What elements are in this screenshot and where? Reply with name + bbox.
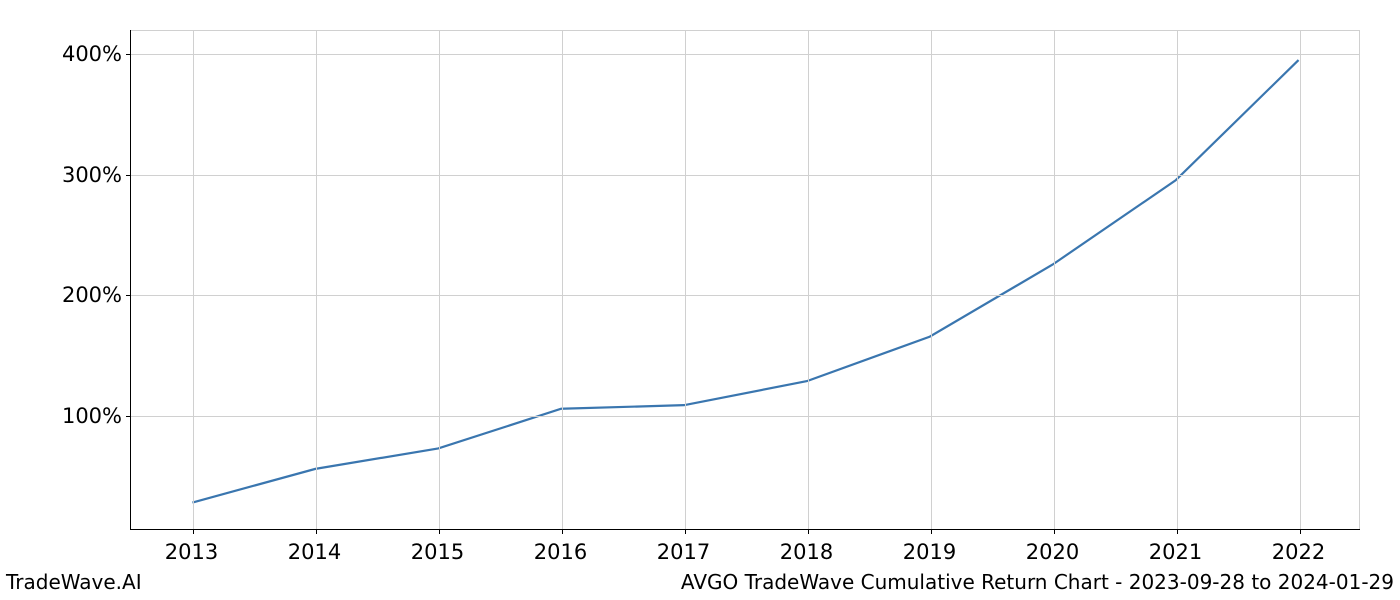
gridline-vertical	[685, 30, 686, 529]
x-tick-label: 2019	[903, 540, 956, 564]
y-tick-label: 400%	[62, 42, 122, 66]
gridline-vertical	[1300, 30, 1301, 529]
y-tick-label: 100%	[62, 404, 122, 428]
gridline-vertical	[808, 30, 809, 529]
y-tick-label: 200%	[62, 283, 122, 307]
x-tick-mark	[316, 529, 317, 534]
x-tick-mark	[193, 529, 194, 534]
x-tick-label: 2018	[780, 540, 833, 564]
gridline-vertical	[1054, 30, 1055, 529]
x-tick-mark	[1054, 529, 1055, 534]
footer-caption: AVGO TradeWave Cumulative Return Chart -…	[681, 570, 1394, 594]
footer-brand: TradeWave.AI	[6, 570, 142, 594]
gridline-vertical	[193, 30, 194, 529]
x-tick-label: 2021	[1149, 540, 1202, 564]
y-tick-mark	[126, 54, 131, 55]
x-tick-mark	[1177, 529, 1178, 534]
x-tick-mark	[439, 529, 440, 534]
x-tick-mark	[685, 529, 686, 534]
gridline-vertical	[316, 30, 317, 529]
x-tick-mark	[1300, 529, 1301, 534]
gridline-vertical	[439, 30, 440, 529]
gridline-vertical	[931, 30, 932, 529]
x-tick-mark	[808, 529, 809, 534]
x-tick-label: 2020	[1026, 540, 1079, 564]
x-tick-label: 2022	[1272, 540, 1325, 564]
y-tick-label: 300%	[62, 163, 122, 187]
x-tick-label: 2015	[411, 540, 464, 564]
x-tick-label: 2016	[534, 540, 587, 564]
y-tick-mark	[126, 416, 131, 417]
y-tick-mark	[126, 295, 131, 296]
x-tick-mark	[562, 529, 563, 534]
chart-plot-area	[130, 30, 1360, 530]
x-tick-label: 2014	[288, 540, 341, 564]
x-tick-label: 2017	[657, 540, 710, 564]
gridline-vertical	[562, 30, 563, 529]
y-tick-mark	[126, 175, 131, 176]
x-tick-mark	[931, 529, 932, 534]
gridline-vertical	[1177, 30, 1178, 529]
x-tick-label: 2013	[165, 540, 218, 564]
